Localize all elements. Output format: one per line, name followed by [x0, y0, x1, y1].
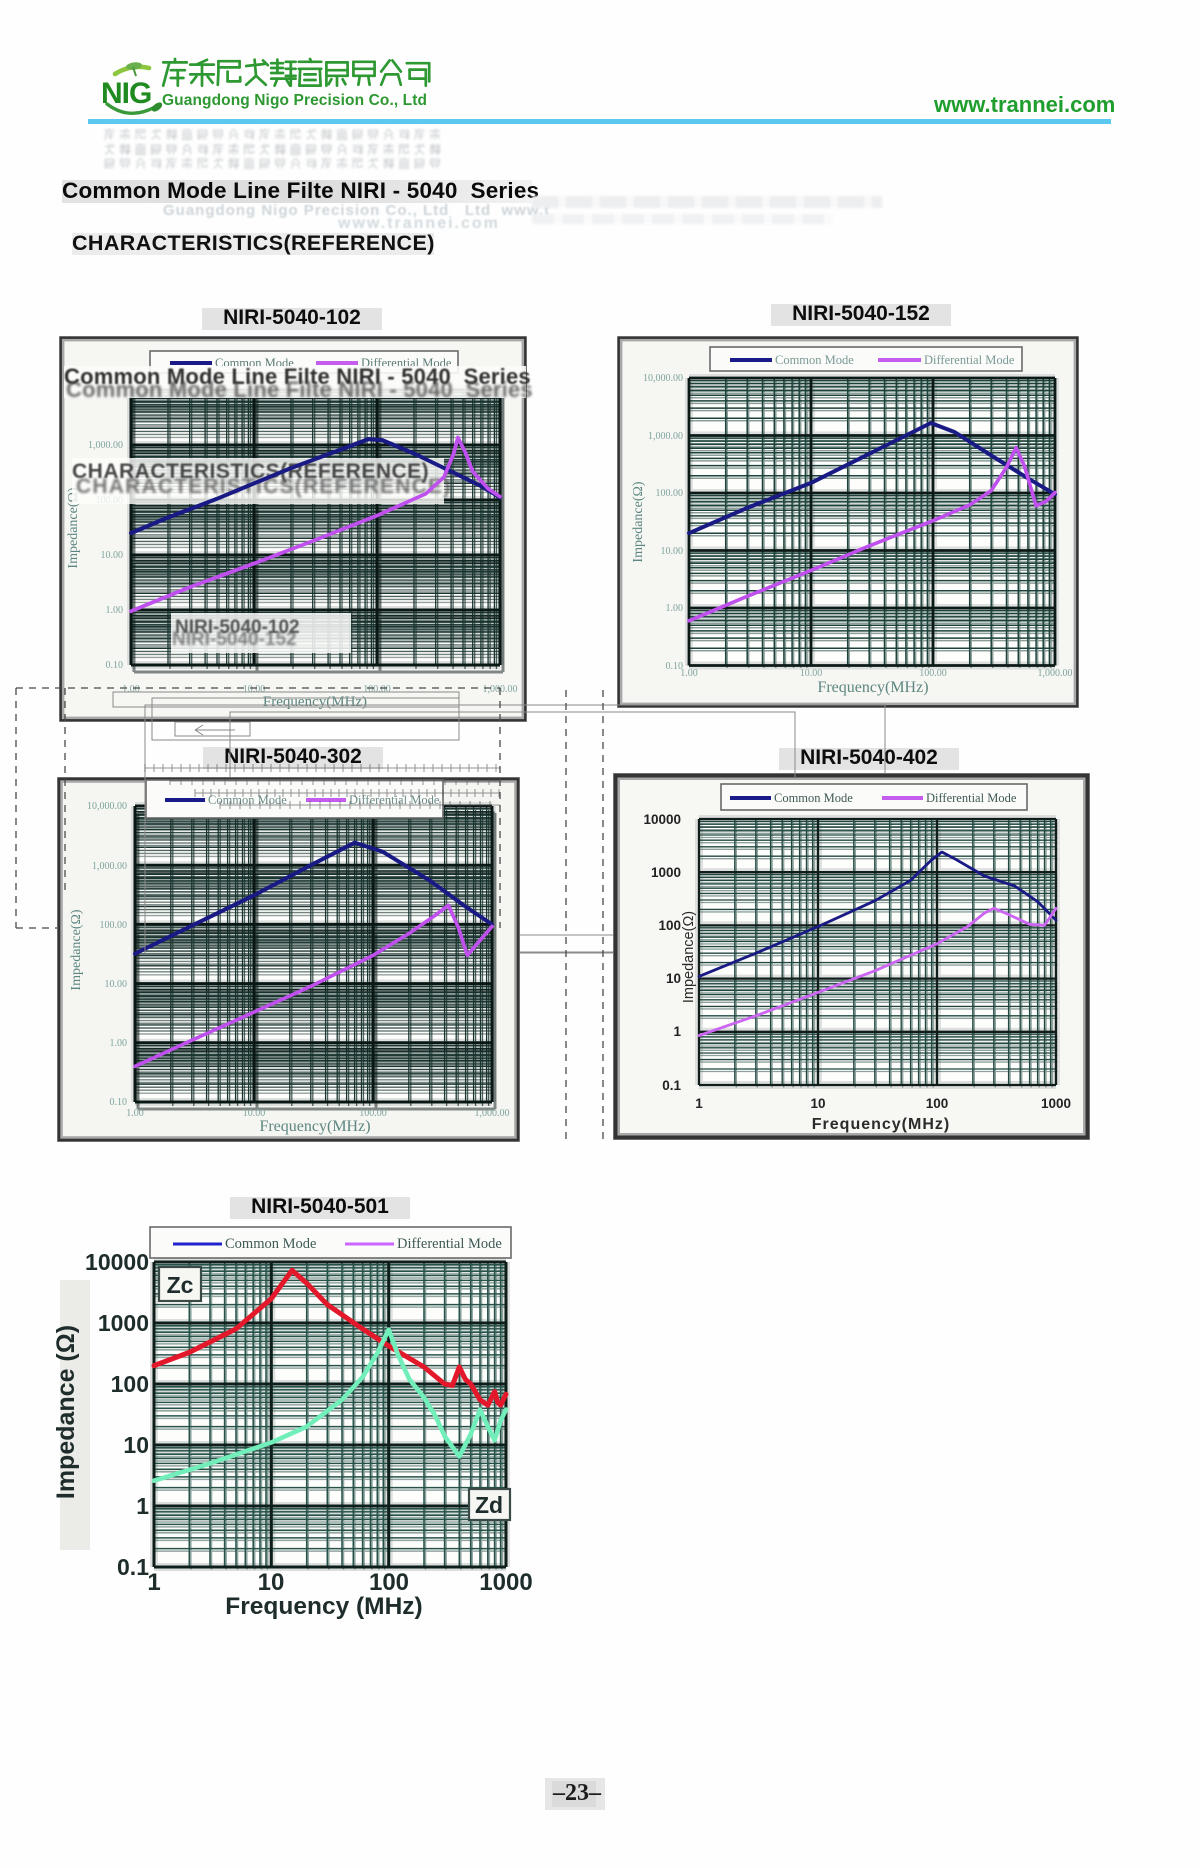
svg-text:10,000.00: 10,000.00 — [643, 373, 683, 384]
svg-text:10.00: 10.00 — [243, 684, 266, 695]
svg-text:100: 100 — [369, 1569, 409, 1596]
svg-text:Common Mode: Common Mode — [774, 791, 853, 805]
svg-text:Impedance(Ω): Impedance(Ω) — [69, 909, 84, 990]
svg-text:10: 10 — [810, 1096, 825, 1111]
svg-text:100.00: 100.00 — [100, 920, 128, 931]
svg-text:100.00: 100.00 — [359, 1108, 387, 1119]
svg-text:1,000.00: 1,000.00 — [88, 440, 123, 451]
svg-text:Zc: Zc — [167, 1272, 194, 1298]
svg-text:100: 100 — [111, 1371, 149, 1397]
svg-text:100.00: 100.00 — [919, 668, 947, 679]
svg-text:10000: 10000 — [643, 812, 681, 827]
svg-text:Differential Mode: Differential Mode — [924, 353, 1015, 367]
svg-text:10: 10 — [123, 1432, 149, 1458]
svg-text:1: 1 — [673, 1024, 681, 1039]
svg-text:10.00: 10.00 — [105, 979, 128, 990]
svg-text:Frequency(MHz): Frequency(MHz) — [259, 1118, 370, 1135]
svg-text:10.00: 10.00 — [101, 550, 124, 561]
svg-text:1,000.00: 1,000.00 — [475, 1108, 510, 1119]
svg-text:0.1: 0.1 — [117, 1554, 149, 1580]
svg-text:1.00: 1.00 — [680, 668, 698, 679]
svg-text:1,000.00: 1,000.00 — [1038, 668, 1073, 679]
svg-text:1: 1 — [695, 1096, 703, 1111]
svg-text:1000: 1000 — [479, 1569, 532, 1596]
svg-text:1.00: 1.00 — [122, 684, 140, 695]
svg-text:10.00: 10.00 — [243, 1108, 266, 1119]
svg-text:Zd: Zd — [475, 1492, 503, 1518]
svg-text:100: 100 — [658, 918, 681, 933]
svg-text:100.00: 100.00 — [363, 684, 391, 695]
svg-text:1000: 1000 — [651, 865, 681, 880]
svg-text:Common Mode: Common Mode — [225, 1236, 316, 1252]
svg-text:10000: 10000 — [85, 1249, 149, 1275]
svg-text:Impedance(Ω): Impedance(Ω) — [681, 911, 697, 1003]
svg-text:100.00: 100.00 — [656, 488, 684, 499]
svg-text:1,000.00: 1,000.00 — [92, 861, 127, 872]
svg-text:0.10: 0.10 — [106, 660, 124, 671]
svg-text:10,000.00: 10,000.00 — [87, 801, 127, 812]
svg-text:1,000.00: 1,000.00 — [648, 431, 683, 442]
svg-text:Differential Mode: Differential Mode — [397, 1236, 502, 1252]
svg-text:Frequency(MHz): Frequency(MHz) — [817, 679, 928, 696]
svg-text:1000: 1000 — [98, 1310, 149, 1336]
svg-text:Frequency (MHz): Frequency (MHz) — [225, 1593, 422, 1620]
svg-text:Differential Mode: Differential Mode — [926, 791, 1017, 805]
svg-text:Impedance(Ω): Impedance(Ω) — [66, 487, 81, 568]
svg-text:1000: 1000 — [1041, 1096, 1071, 1111]
svg-text:1.00: 1.00 — [106, 605, 124, 616]
svg-text:0.10: 0.10 — [110, 1097, 128, 1108]
svg-text:Common Mode: Common Mode — [775, 353, 854, 367]
svg-text:10.00: 10.00 — [661, 546, 684, 557]
svg-text:Impedance(Ω): Impedance(Ω) — [631, 481, 646, 562]
svg-text:100: 100 — [926, 1096, 949, 1111]
svg-text:Frequency(MHz): Frequency(MHz) — [812, 1116, 950, 1133]
svg-text:10: 10 — [258, 1569, 285, 1596]
svg-text:1: 1 — [147, 1569, 160, 1596]
svg-text:10: 10 — [666, 971, 681, 986]
svg-text:Impedance (Ω): Impedance (Ω) — [52, 1325, 80, 1499]
svg-text:Differential Mode: Differential Mode — [349, 793, 440, 807]
svg-text:10.00: 10.00 — [800, 668, 823, 679]
svg-text:1.00: 1.00 — [666, 603, 684, 614]
svg-text:1.00: 1.00 — [110, 1038, 128, 1049]
svg-text:1.00: 1.00 — [126, 1108, 144, 1119]
svg-text:1: 1 — [136, 1493, 149, 1519]
svg-text:0.10: 0.10 — [666, 661, 684, 672]
svg-text:NIG: NIG — [101, 77, 151, 110]
svg-text:0.1: 0.1 — [662, 1078, 681, 1093]
